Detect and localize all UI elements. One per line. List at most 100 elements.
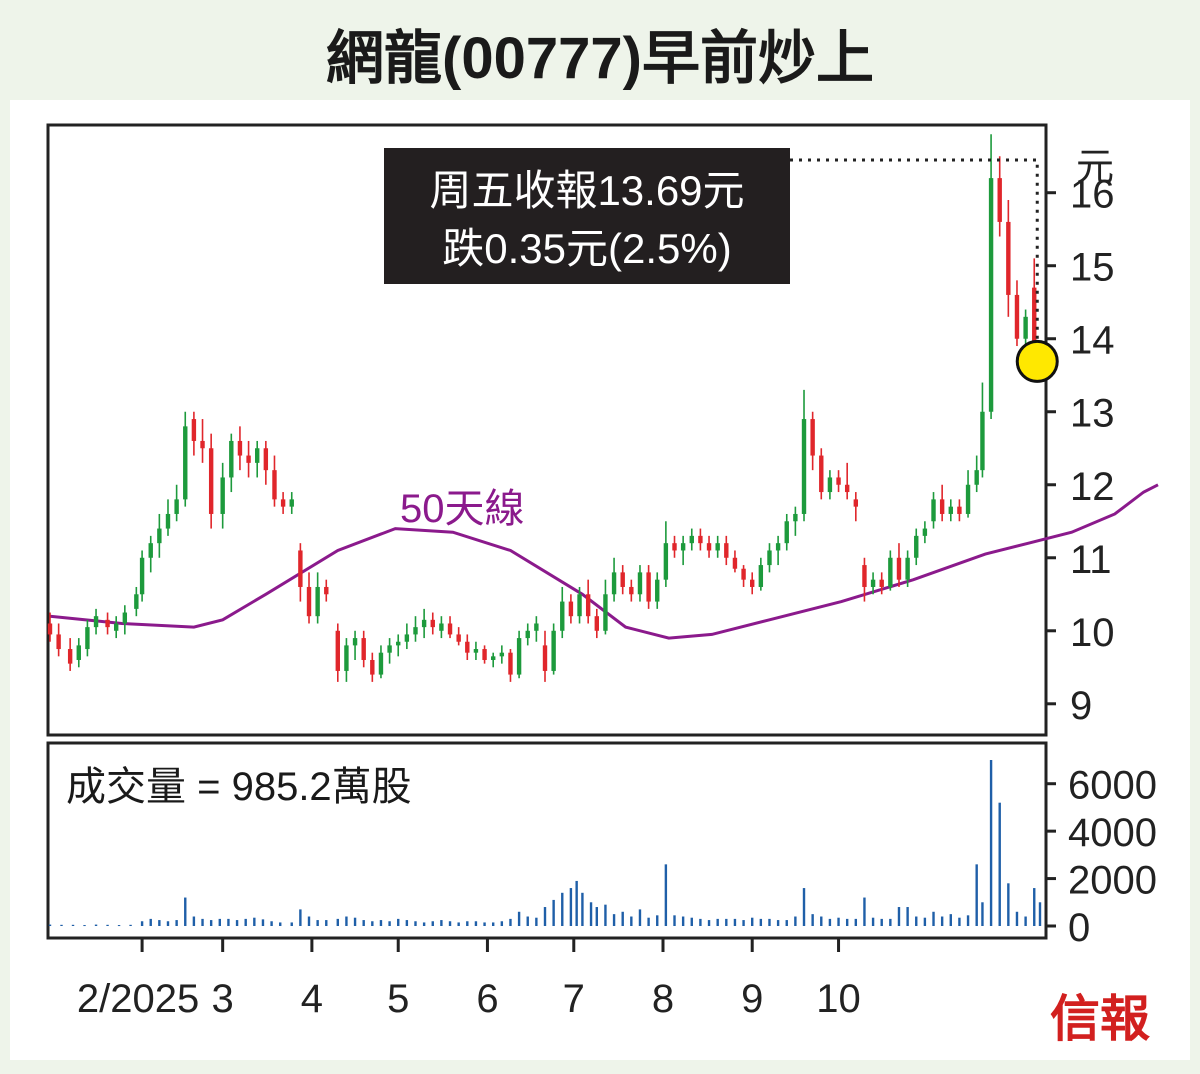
x-tick-label: 2/2025 — [77, 977, 199, 1021]
candle — [387, 638, 392, 664]
candle-body — [577, 594, 582, 617]
volume-bar — [768, 918, 771, 926]
candle — [344, 638, 349, 682]
ma-layer — [49, 483, 1159, 640]
x-tick-label: 5 — [387, 977, 409, 1021]
candle — [255, 440, 260, 478]
volume-tick-label: 6000 — [1068, 764, 1157, 808]
volume-bar — [837, 917, 840, 926]
candle — [534, 616, 539, 642]
candle — [47, 612, 53, 642]
x-tick-label: 3 — [212, 977, 234, 1021]
price-tick-label: 11 — [1070, 538, 1112, 582]
candle-body — [706, 543, 712, 551]
candle-body — [165, 513, 171, 529]
candle — [490, 652, 496, 668]
candle — [844, 462, 850, 500]
candle — [280, 492, 286, 514]
volume-bar — [440, 920, 443, 926]
candle — [888, 550, 893, 591]
candle — [939, 484, 945, 522]
candle — [706, 535, 712, 558]
candle — [810, 411, 815, 471]
candle — [957, 499, 962, 522]
volume-bar — [561, 892, 564, 926]
x-tick-label: 6 — [476, 977, 498, 1021]
volume-bar — [1007, 883, 1010, 926]
candle — [980, 382, 985, 478]
volume-bar — [604, 904, 607, 926]
candle — [689, 528, 694, 551]
candle — [862, 557, 867, 602]
candle-body — [1006, 221, 1011, 295]
candle — [139, 550, 145, 602]
candle — [663, 521, 669, 587]
volume-bar — [261, 919, 265, 926]
candle — [93, 608, 99, 635]
candle — [568, 594, 574, 624]
annotation-box — [384, 148, 790, 284]
candle — [767, 543, 772, 573]
candle-body — [447, 623, 453, 635]
candle — [724, 535, 729, 566]
candle-body — [134, 594, 139, 609]
volume-bar — [1038, 902, 1042, 926]
volume-bar — [218, 918, 221, 926]
candle-body — [344, 645, 349, 671]
candle-body — [148, 543, 153, 558]
candle — [836, 470, 841, 493]
candle-body — [208, 448, 214, 514]
volume-bar — [998, 802, 1001, 926]
candle-body — [47, 623, 53, 635]
candle-body — [534, 623, 539, 631]
volume-bar — [227, 918, 230, 926]
volume-bar — [48, 924, 52, 926]
volume-bar — [664, 864, 668, 926]
volume-bar — [949, 914, 952, 926]
candle-body — [542, 645, 548, 671]
volume-bar — [371, 921, 374, 926]
volume-bar — [656, 915, 659, 926]
candle — [905, 550, 910, 587]
volume-bar — [457, 922, 460, 926]
candle-body — [139, 557, 145, 595]
candle-body — [974, 470, 979, 485]
candle — [122, 605, 128, 635]
price-axis: 9 10 11 12 13 14 15 16 — [1046, 173, 1115, 728]
candle — [200, 419, 205, 463]
candle — [335, 623, 340, 682]
candle — [183, 411, 188, 507]
candle-body — [280, 499, 286, 507]
candle-body — [315, 586, 320, 617]
candle — [1014, 280, 1020, 347]
ma-label: 50天線 — [400, 487, 525, 531]
candle — [948, 499, 953, 522]
volume-bar — [353, 917, 357, 926]
candle-body — [396, 641, 401, 646]
candle-body — [844, 484, 850, 493]
volume-bar — [958, 917, 961, 926]
volume-bar — [129, 924, 132, 926]
candle-body — [482, 649, 487, 660]
volume-bar — [483, 922, 486, 926]
candle — [629, 579, 634, 602]
volume-bar — [184, 897, 187, 926]
candle-body — [85, 627, 90, 650]
candle-body — [741, 568, 746, 580]
candle — [76, 638, 81, 668]
candle-body — [439, 623, 444, 631]
candle-body — [352, 638, 358, 646]
candle-body — [888, 557, 893, 587]
candle — [758, 557, 764, 591]
price-tick-label: 15 — [1070, 246, 1115, 290]
volume-bar — [621, 911, 624, 926]
candle-body — [568, 601, 574, 617]
volume-bar — [612, 914, 616, 926]
candle-body — [220, 477, 225, 514]
candle — [784, 513, 789, 551]
volume-bar — [638, 909, 642, 926]
candle-body — [896, 557, 902, 580]
volume-bar — [699, 918, 702, 926]
volume-bar — [509, 918, 512, 926]
